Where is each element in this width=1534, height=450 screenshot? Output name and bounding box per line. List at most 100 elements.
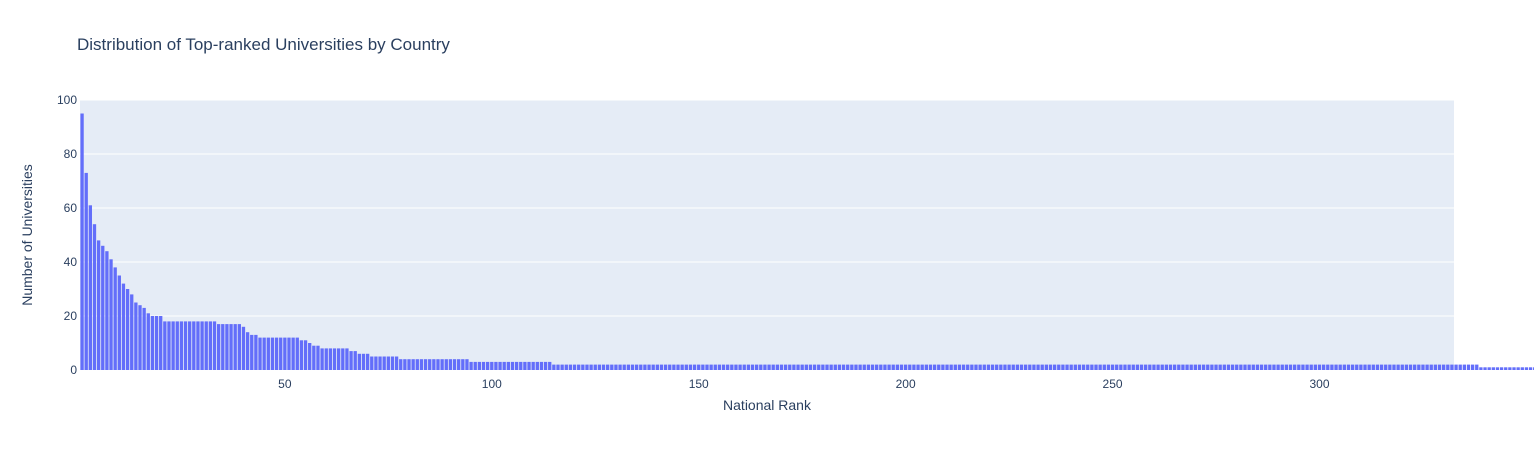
bar[interactable] <box>990 364 995 370</box>
bar[interactable] <box>630 364 635 370</box>
bar[interactable] <box>130 294 134 370</box>
bar[interactable] <box>1437 364 1442 370</box>
bar[interactable] <box>875 364 879 370</box>
bar[interactable] <box>328 348 333 370</box>
bar[interactable] <box>986 364 991 370</box>
bar[interactable] <box>556 364 560 370</box>
bar[interactable] <box>303 340 308 370</box>
bar[interactable] <box>1222 364 1226 370</box>
bar[interactable] <box>961 364 966 370</box>
bar[interactable] <box>663 364 668 370</box>
bar[interactable] <box>1172 364 1177 370</box>
bar[interactable] <box>428 359 432 370</box>
bar[interactable] <box>1127 364 1131 370</box>
bar[interactable] <box>1164 364 1169 370</box>
bar[interactable] <box>1152 364 1156 370</box>
bar[interactable] <box>767 364 771 370</box>
bar[interactable] <box>163 321 167 370</box>
bar[interactable] <box>668 364 672 370</box>
bar[interactable] <box>1019 364 1024 370</box>
bar[interactable] <box>1210 364 1214 370</box>
bar[interactable] <box>1458 364 1462 370</box>
bar[interactable] <box>924 364 928 370</box>
bar[interactable] <box>440 359 444 370</box>
bar[interactable] <box>1528 367 1533 370</box>
bar[interactable] <box>585 364 589 370</box>
bar[interactable] <box>353 351 357 370</box>
bar[interactable] <box>1048 364 1053 370</box>
bar[interactable] <box>1036 364 1040 370</box>
bar[interactable] <box>808 364 813 370</box>
bar[interactable] <box>883 364 887 370</box>
bar[interactable] <box>941 364 945 370</box>
bar[interactable] <box>399 359 403 370</box>
bar[interactable] <box>862 364 866 370</box>
bar[interactable] <box>564 364 568 370</box>
bar[interactable] <box>1487 367 1491 370</box>
bar[interactable] <box>1321 364 1326 370</box>
bar[interactable] <box>171 321 175 370</box>
bar[interactable] <box>622 364 626 370</box>
bar[interactable] <box>1404 364 1409 370</box>
bar[interactable] <box>854 364 858 370</box>
bar[interactable] <box>1247 364 1251 370</box>
bar[interactable] <box>829 364 833 370</box>
bar[interactable] <box>1144 364 1148 370</box>
bar[interactable] <box>1011 364 1015 370</box>
bar[interactable] <box>1342 364 1346 370</box>
bar[interactable] <box>283 337 287 370</box>
bar[interactable] <box>841 364 846 370</box>
bar[interactable] <box>1334 364 1338 370</box>
bar[interactable] <box>726 364 730 370</box>
bar[interactable] <box>1003 364 1007 370</box>
bar[interactable] <box>1317 364 1322 370</box>
bar[interactable] <box>659 364 664 370</box>
bar[interactable] <box>577 364 581 370</box>
bar[interactable] <box>1429 364 1433 370</box>
bar[interactable] <box>146 313 150 370</box>
bar[interactable] <box>945 364 949 370</box>
bar[interactable] <box>759 364 763 370</box>
bar[interactable] <box>258 337 262 370</box>
bar[interactable] <box>337 348 341 370</box>
bar[interactable] <box>1264 364 1268 370</box>
bar[interactable] <box>312 345 316 370</box>
bar[interactable] <box>423 359 428 370</box>
bar[interactable] <box>1081 364 1086 370</box>
bar[interactable] <box>1214 364 1218 370</box>
bar[interactable] <box>1094 364 1098 370</box>
bar[interactable] <box>589 364 593 370</box>
bar[interactable] <box>1371 364 1375 370</box>
bar[interactable] <box>568 364 573 370</box>
bar[interactable] <box>916 364 920 370</box>
bar[interactable] <box>378 356 382 371</box>
bar[interactable] <box>966 364 970 370</box>
bar[interactable] <box>469 361 473 370</box>
bar[interactable] <box>1189 364 1193 370</box>
bar[interactable] <box>928 364 933 370</box>
bar[interactable] <box>1297 364 1301 370</box>
bar[interactable] <box>899 364 904 370</box>
bar[interactable] <box>895 364 900 370</box>
bar[interactable] <box>1350 364 1355 370</box>
bar[interactable] <box>1024 364 1028 370</box>
bar[interactable] <box>473 361 477 370</box>
bar[interactable] <box>1193 364 1197 370</box>
bar[interactable] <box>320 348 324 370</box>
bar[interactable] <box>1057 364 1061 370</box>
bar[interactable] <box>1110 364 1115 370</box>
bar[interactable] <box>1462 364 1467 370</box>
bar[interactable] <box>1052 364 1057 370</box>
bar[interactable] <box>225 324 229 370</box>
bar[interactable] <box>1148 364 1152 370</box>
bar[interactable] <box>1007 364 1011 370</box>
bar[interactable] <box>709 364 713 370</box>
bar[interactable] <box>792 364 796 370</box>
bar[interactable] <box>746 364 751 370</box>
bar[interactable] <box>407 359 411 370</box>
bar[interactable] <box>200 321 204 370</box>
bar[interactable] <box>167 321 171 370</box>
bar[interactable] <box>432 359 436 370</box>
bar[interactable] <box>535 361 539 370</box>
bar[interactable] <box>1379 364 1384 370</box>
